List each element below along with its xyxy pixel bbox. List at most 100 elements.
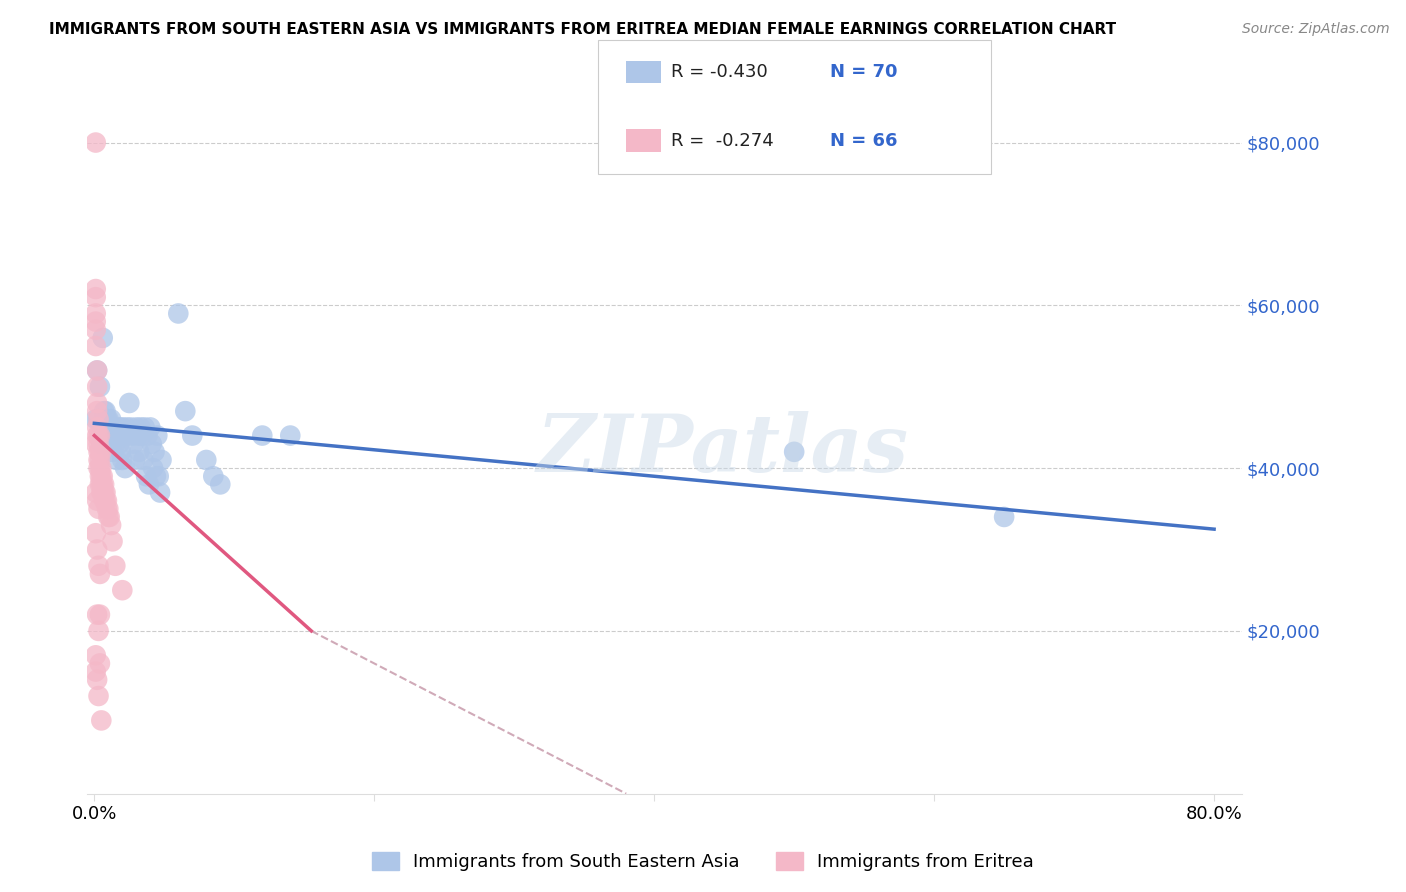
Legend: Immigrants from South Eastern Asia, Immigrants from Eritrea: Immigrants from South Eastern Asia, Immi… xyxy=(364,845,1042,879)
Point xyxy=(98,510,121,524)
Point xyxy=(86,542,108,557)
Point xyxy=(84,306,107,320)
Point xyxy=(143,445,166,459)
Point xyxy=(91,485,114,500)
Point xyxy=(93,493,115,508)
Point xyxy=(86,380,108,394)
Text: ZIPatlas: ZIPatlas xyxy=(536,411,908,489)
Point xyxy=(84,526,107,541)
Point xyxy=(84,648,107,663)
Point xyxy=(115,420,138,434)
Point xyxy=(107,428,129,442)
Point xyxy=(101,534,124,549)
Point xyxy=(87,501,110,516)
Point xyxy=(105,428,128,442)
Point xyxy=(149,485,172,500)
Point xyxy=(86,404,108,418)
Point xyxy=(89,461,111,475)
Point xyxy=(86,420,108,434)
Point xyxy=(100,518,122,533)
Point xyxy=(100,412,122,426)
Point xyxy=(96,412,118,426)
Point xyxy=(97,412,120,426)
Point xyxy=(89,428,111,442)
Point xyxy=(87,624,110,638)
Point xyxy=(127,428,149,442)
Point xyxy=(89,380,111,394)
Point xyxy=(209,477,232,491)
Point xyxy=(252,428,274,442)
Point xyxy=(146,428,169,442)
Point xyxy=(96,428,118,442)
Point xyxy=(87,428,110,442)
Point xyxy=(89,657,111,671)
Text: R = -0.430: R = -0.430 xyxy=(671,63,768,81)
Point xyxy=(90,461,112,475)
Point xyxy=(89,566,111,581)
Point xyxy=(87,436,110,450)
Text: R =  -0.274: R = -0.274 xyxy=(671,132,773,150)
Point xyxy=(90,445,112,459)
Point xyxy=(104,436,127,450)
Text: N = 66: N = 66 xyxy=(830,132,897,150)
Point xyxy=(141,436,163,450)
Point xyxy=(86,363,108,377)
Point xyxy=(89,445,111,459)
Point xyxy=(91,477,114,491)
Point xyxy=(121,428,143,442)
Point xyxy=(93,485,115,500)
Point xyxy=(87,689,110,703)
Point xyxy=(96,501,118,516)
Point xyxy=(993,510,1015,524)
Point xyxy=(97,428,120,442)
Point xyxy=(98,428,121,442)
Point xyxy=(111,420,134,434)
Point xyxy=(104,428,127,442)
Point xyxy=(134,420,156,434)
Point xyxy=(84,339,107,353)
Point xyxy=(84,315,107,329)
Point xyxy=(84,323,107,337)
Point xyxy=(84,665,107,679)
Text: Source: ZipAtlas.com: Source: ZipAtlas.com xyxy=(1241,22,1389,37)
Point xyxy=(91,469,114,483)
Point xyxy=(91,331,114,345)
Point xyxy=(84,136,107,150)
Point xyxy=(129,420,152,434)
Point xyxy=(87,453,110,467)
Point xyxy=(93,412,115,426)
Point xyxy=(89,453,111,467)
Point xyxy=(138,477,160,491)
Point xyxy=(89,477,111,491)
Point xyxy=(93,477,115,491)
Point xyxy=(128,445,150,459)
Point xyxy=(278,428,301,442)
Point xyxy=(131,428,153,442)
Point xyxy=(167,306,190,320)
Text: IMMIGRANTS FROM SOUTH EASTERN ASIA VS IMMIGRANTS FROM ERITREA MEDIAN FEMALE EARN: IMMIGRANTS FROM SOUTH EASTERN ASIA VS IM… xyxy=(49,22,1116,37)
Point xyxy=(145,469,167,483)
Point xyxy=(136,428,159,442)
Point xyxy=(84,290,107,304)
Point xyxy=(86,607,108,622)
Point xyxy=(94,404,117,418)
Point xyxy=(84,412,107,426)
Point xyxy=(90,477,112,491)
Point xyxy=(120,420,142,434)
Point xyxy=(148,469,170,483)
Point xyxy=(86,363,108,377)
Point xyxy=(96,493,118,508)
Point xyxy=(87,412,110,426)
Point xyxy=(89,607,111,622)
Point xyxy=(94,493,117,508)
Point xyxy=(181,428,204,442)
Point xyxy=(117,428,139,442)
Point xyxy=(89,469,111,483)
Point xyxy=(202,469,225,483)
Point xyxy=(125,420,148,434)
Point xyxy=(84,485,107,500)
Point xyxy=(98,420,121,434)
Point xyxy=(101,428,124,442)
Point xyxy=(122,436,145,450)
Point xyxy=(174,404,197,418)
